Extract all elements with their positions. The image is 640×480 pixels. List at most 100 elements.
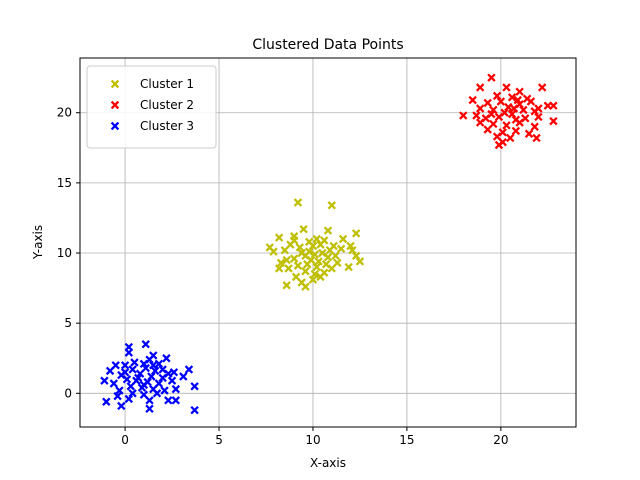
data-point <box>494 140 504 150</box>
data-point <box>162 354 171 363</box>
data-point <box>351 229 361 238</box>
data-point <box>496 97 506 106</box>
data-point <box>500 108 509 117</box>
data-point <box>158 365 167 374</box>
y-tick-label: 20 <box>57 106 72 120</box>
data-point <box>318 248 327 258</box>
data-point <box>511 115 521 124</box>
data-point <box>323 226 333 235</box>
data-point <box>276 258 286 268</box>
data-point <box>158 373 167 383</box>
data-point <box>128 389 137 398</box>
data-point <box>105 366 115 376</box>
y-tick-label: 10 <box>57 246 72 260</box>
data-point <box>139 380 149 390</box>
data-point <box>316 272 325 282</box>
data-point <box>515 100 524 109</box>
data-point <box>280 246 289 255</box>
data-point <box>336 244 346 254</box>
data-point <box>472 111 481 120</box>
data-point <box>475 83 485 92</box>
data-point <box>489 119 498 129</box>
data-point <box>522 94 532 103</box>
legend-marker <box>110 100 120 110</box>
data-point <box>169 368 179 377</box>
data-point <box>532 133 541 143</box>
y-axis-label: Y-axis <box>31 225 45 260</box>
series-2 <box>459 73 558 150</box>
data-point <box>134 373 143 383</box>
data-point <box>515 87 524 96</box>
data-point <box>297 248 306 258</box>
data-point <box>145 396 154 405</box>
data-point <box>171 384 181 394</box>
legend-label: Cluster 2 <box>140 98 194 112</box>
data-point <box>282 281 291 290</box>
data-point <box>475 118 485 127</box>
data-point <box>291 272 301 282</box>
data-point <box>325 246 335 255</box>
data-point <box>190 405 199 415</box>
data-point <box>483 98 492 108</box>
data-point <box>120 361 130 370</box>
data-point <box>312 262 321 272</box>
data-point <box>139 359 149 369</box>
legend: Cluster 1 Cluster 2 Cluster 3 <box>86 65 217 149</box>
data-point <box>150 366 160 376</box>
data-point <box>171 396 181 405</box>
data-point <box>111 361 120 370</box>
data-point <box>269 247 278 256</box>
data-point <box>139 390 149 399</box>
data-point <box>483 125 492 134</box>
data-point <box>147 372 156 381</box>
data-point <box>301 282 310 291</box>
data-point <box>348 246 357 255</box>
data-point <box>487 73 496 82</box>
data-point <box>310 250 320 259</box>
data-point <box>164 396 173 405</box>
legend-label: Cluster 1 <box>140 77 194 91</box>
data-point <box>502 121 511 130</box>
data-point <box>327 264 336 273</box>
x-tick-label: 10 <box>305 433 320 447</box>
data-point <box>338 234 348 244</box>
data-point <box>141 363 150 373</box>
data-point <box>160 386 169 395</box>
data-point <box>327 201 336 210</box>
data-point <box>113 391 122 401</box>
data-point <box>289 254 299 263</box>
x-axis-label: X-axis <box>310 456 346 470</box>
x-tick-label: 15 <box>399 433 414 447</box>
data-point <box>308 275 318 284</box>
data-point <box>492 132 502 141</box>
x-tick-label: 0 <box>121 433 129 447</box>
data-point <box>152 389 162 398</box>
data-point <box>299 224 308 234</box>
data-point <box>184 365 194 374</box>
data-point <box>295 243 305 252</box>
y-tick-label: 15 <box>57 176 72 190</box>
data-point <box>507 93 517 102</box>
data-point <box>351 251 361 261</box>
data-point <box>149 361 158 370</box>
data-point <box>331 251 340 261</box>
data-point <box>333 258 342 268</box>
data-point <box>282 255 291 265</box>
data-point <box>475 104 485 113</box>
data-point <box>124 394 134 404</box>
data-point <box>492 91 502 101</box>
series-1 <box>265 198 365 291</box>
data-point <box>489 105 498 115</box>
data-point <box>274 233 284 242</box>
data-point <box>274 264 284 273</box>
data-point <box>122 375 132 384</box>
data-point <box>502 83 511 92</box>
data-point <box>459 111 468 120</box>
data-point <box>534 112 543 122</box>
x-tick-label: 5 <box>215 433 223 447</box>
data-point <box>289 236 299 245</box>
data-point <box>154 379 164 388</box>
legend-label: Cluster 3 <box>140 119 194 133</box>
data-point <box>117 401 126 411</box>
